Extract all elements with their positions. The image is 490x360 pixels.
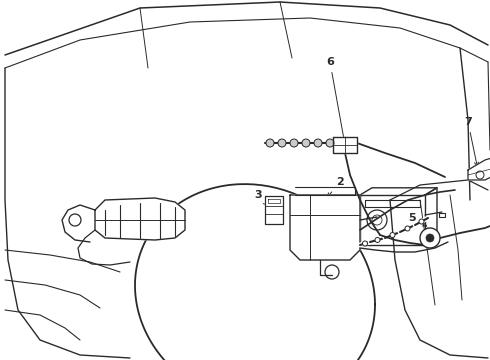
Circle shape [363, 241, 368, 246]
Text: 1: 1 [334, 210, 359, 222]
Circle shape [278, 139, 286, 147]
Text: 6: 6 [326, 57, 345, 141]
Circle shape [405, 226, 410, 231]
Text: 4: 4 [108, 200, 127, 216]
Circle shape [419, 219, 424, 224]
Text: 7: 7 [464, 117, 478, 166]
Circle shape [302, 139, 310, 147]
Text: 3: 3 [254, 190, 268, 205]
Circle shape [390, 233, 395, 238]
Circle shape [314, 139, 322, 147]
Circle shape [375, 238, 380, 243]
Text: 2: 2 [327, 177, 344, 197]
Polygon shape [290, 195, 360, 260]
Text: 5: 5 [408, 213, 427, 226]
Polygon shape [333, 137, 357, 153]
Circle shape [326, 139, 334, 147]
Circle shape [420, 228, 440, 248]
Polygon shape [95, 198, 185, 240]
Circle shape [266, 139, 274, 147]
Circle shape [290, 139, 298, 147]
Polygon shape [468, 157, 490, 180]
Polygon shape [265, 196, 283, 224]
Circle shape [426, 234, 434, 242]
